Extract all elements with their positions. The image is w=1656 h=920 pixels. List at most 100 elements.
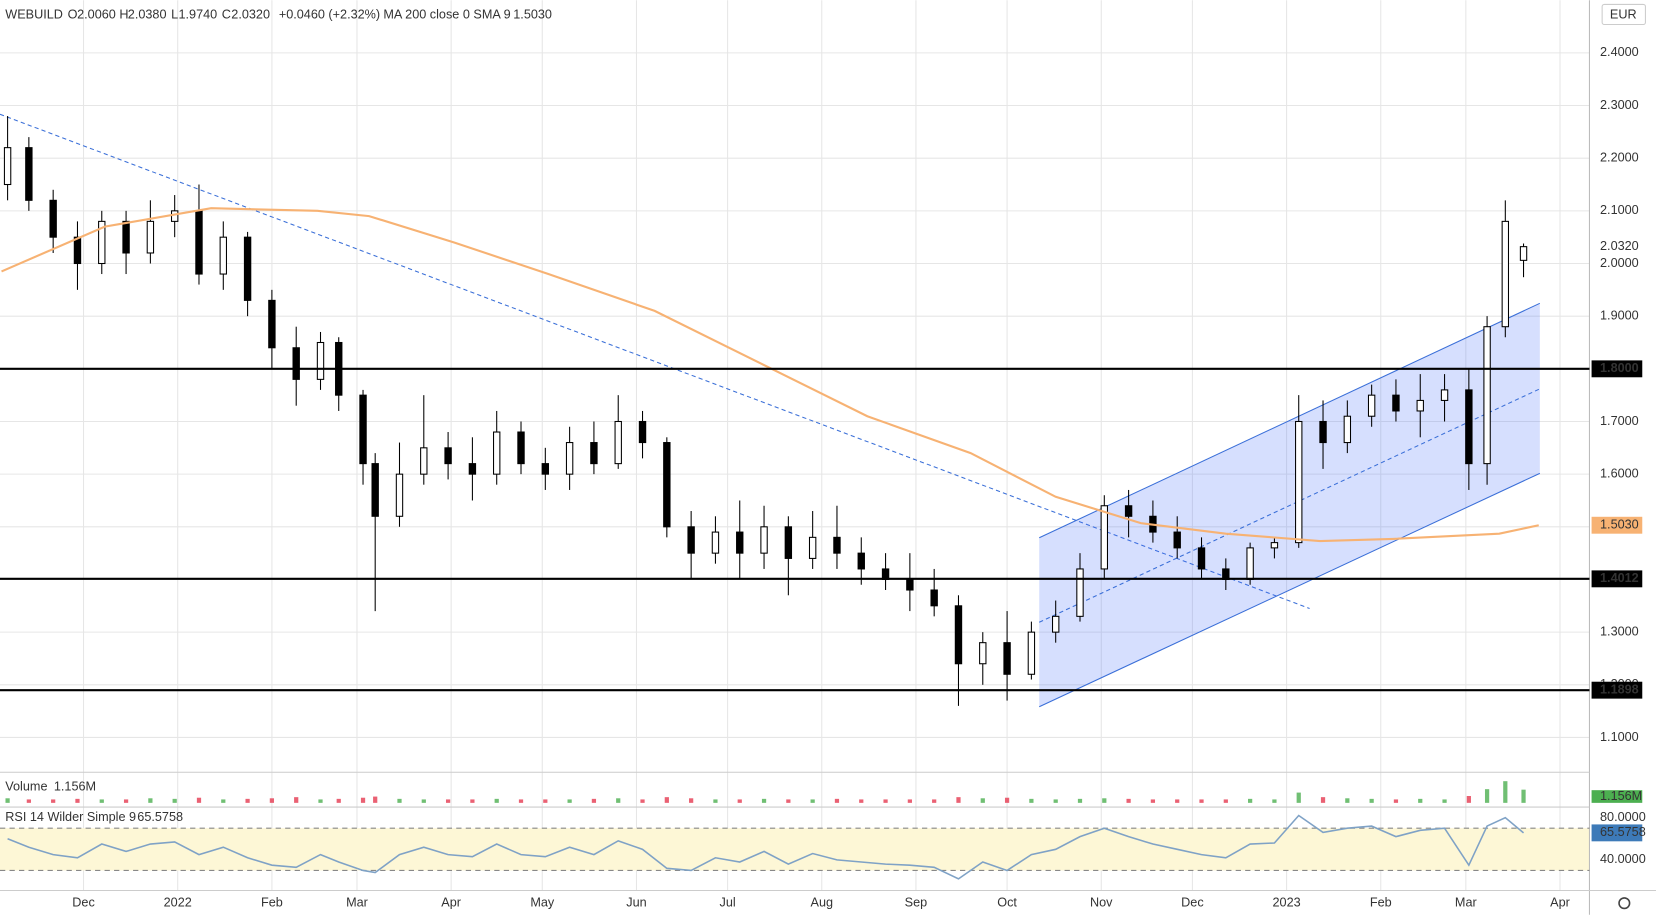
level-label: 1.4012: [1600, 571, 1639, 585]
volume-bar: [148, 798, 153, 803]
rsi-line: [7, 814, 1525, 880]
volume-bar: [494, 798, 499, 803]
x-tick-label: Jun: [626, 896, 646, 910]
candle-body: [359, 394, 367, 465]
ma-value: 1.5030: [513, 7, 552, 21]
candle-body: [565, 442, 574, 475]
level-label-bg: [1591, 570, 1643, 588]
volume-bar: [1521, 789, 1526, 803]
volume-bar: [810, 799, 815, 803]
x-tick-label: Mar: [1455, 896, 1477, 910]
candle-body: [122, 220, 130, 254]
volume-bar: [737, 799, 742, 803]
volume-bar: [1248, 798, 1253, 803]
currency[interactable]: EUR: [1610, 7, 1637, 21]
x-tick-label: Apr: [441, 896, 461, 910]
volume-bar: [221, 799, 226, 803]
channel-line: [1039, 472, 1541, 708]
volume-bar: [932, 799, 937, 803]
volume-bar: [1175, 799, 1180, 803]
x-tick-label: Nov: [1090, 896, 1113, 910]
ohlc-key: L: [171, 7, 178, 21]
ma-line: [1, 207, 1539, 543]
volume-bar: [664, 797, 669, 803]
candle-body: [1295, 420, 1303, 544]
level-label: 1.8000: [1600, 361, 1639, 375]
candle-body: [98, 220, 106, 265]
volume-bar: [123, 799, 129, 803]
candle-body: [25, 147, 33, 201]
candle-body: [316, 341, 325, 380]
volume-bar: [567, 799, 572, 803]
candle-body: [1051, 615, 1060, 633]
x-tick-label: May: [530, 896, 555, 910]
volume-bar: [470, 799, 475, 803]
volume-bar: [26, 799, 31, 803]
volume-bar: [421, 799, 426, 803]
volume-bar: [1029, 798, 1034, 803]
volume-axis-label: 1.156M: [1600, 789, 1642, 803]
volume-bar: [318, 799, 323, 803]
candle-body: [1343, 415, 1352, 444]
candle-body: [1465, 389, 1473, 465]
volume-bar: [1418, 798, 1423, 803]
candle-body: [954, 605, 963, 665]
x-tick-label: Jul: [719, 896, 735, 910]
candle-body: [395, 473, 404, 517]
volume-bar: [51, 799, 56, 803]
volume-bar: [640, 799, 645, 803]
candle-body: [638, 420, 647, 444]
volume-bar: [397, 798, 402, 803]
plot: [0, 116, 1590, 880]
currency-button[interactable]: [1601, 3, 1646, 26]
ma-label: 1.5030: [1600, 518, 1639, 532]
candle-body: [1100, 505, 1108, 570]
rsi-name: RSI 14 Wilder Simple 9: [5, 810, 136, 824]
y-tick-label: 1.7000: [1600, 414, 1639, 428]
candle-body: [857, 552, 865, 570]
volume-bar: [336, 798, 341, 803]
candle-body: [1392, 394, 1400, 412]
volume-bar: [591, 798, 597, 803]
trendline: [0, 113, 1310, 610]
settings-icon[interactable]: [1618, 897, 1631, 910]
x-tick-label: Sep: [905, 896, 928, 910]
volume-bar: [1442, 799, 1447, 803]
volume-bar: [1393, 799, 1399, 803]
level-label-bg: [1591, 681, 1643, 699]
candle-body: [1519, 246, 1528, 261]
candle-body: [1440, 389, 1449, 401]
ohlc-value: 2.0380: [128, 7, 167, 21]
volume-bar: [689, 798, 694, 803]
candle-body: [541, 463, 550, 475]
rsi-tick-label: 40.0000: [1600, 852, 1646, 866]
candle-body: [784, 526, 793, 559]
volume-label-bg: [1591, 790, 1643, 803]
volume-name: Volume: [5, 779, 47, 793]
candle-body: [906, 578, 914, 591]
candle-body: [3, 147, 12, 186]
volume-bar: [1126, 798, 1131, 803]
volume-bar: [1484, 789, 1490, 803]
volume-bar: [1223, 799, 1228, 803]
ohlc-key: H: [119, 7, 128, 21]
candle-body: [292, 347, 300, 380]
volume-value: 1.156M: [54, 779, 96, 793]
x-tick-label: Oct: [997, 896, 1017, 910]
candle-body: [687, 526, 695, 554]
volume-bar: [713, 799, 718, 803]
ma-name: MA 200 close 0 SMA 9: [383, 7, 510, 21]
last-price-label: 2.0320: [1600, 239, 1639, 253]
candle-body: [1501, 220, 1510, 328]
volume-bar: [1077, 798, 1083, 803]
volume-bar: [1466, 796, 1471, 803]
volume-bar: [1053, 799, 1058, 803]
volume-bar: [980, 798, 985, 803]
y-tick-label: 1.3000: [1600, 624, 1639, 638]
volume-bar: [75, 798, 80, 803]
x-tick-label: 2022: [164, 896, 192, 910]
candle-body: [979, 642, 987, 665]
x-tick-label: Aug: [811, 896, 834, 910]
